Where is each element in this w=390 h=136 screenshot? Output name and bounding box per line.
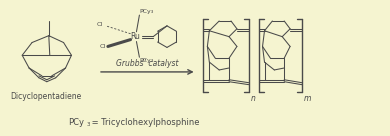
Text: PCy₃: PCy₃ [139, 9, 154, 14]
Text: = Tricyclohexylphosphine: = Tricyclohexylphosphine [89, 118, 200, 127]
Text: n: n [251, 94, 255, 103]
Text: 3: 3 [86, 122, 90, 127]
Text: PCy: PCy [69, 118, 85, 127]
Text: Cl: Cl [97, 22, 103, 27]
Text: Ru: Ru [131, 32, 140, 41]
Text: Grubbs’ catalyst: Grubbs’ catalyst [116, 59, 179, 68]
Text: m: m [304, 94, 311, 103]
Text: PCy₃: PCy₃ [139, 58, 154, 63]
Text: Dicyclopentadiene: Dicyclopentadiene [10, 92, 82, 101]
Text: Cl: Cl [100, 44, 106, 49]
